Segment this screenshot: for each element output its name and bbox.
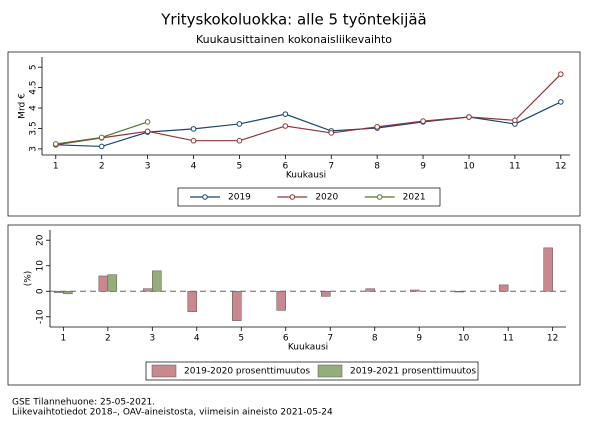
x-tick-label: 3	[145, 162, 151, 172]
point	[144, 119, 151, 125]
point	[512, 117, 518, 124]
bar	[98, 275, 109, 292]
legend-swatch	[317, 364, 343, 378]
point	[374, 124, 380, 130]
bar	[232, 291, 242, 321]
chart-frame	[7, 51, 581, 217]
legend-marker	[376, 194, 383, 200]
bar	[187, 291, 198, 312]
bar	[498, 284, 509, 292]
x-tick-label: 6	[282, 162, 288, 172]
x-tick-label: 8	[372, 334, 378, 344]
legend-box	[177, 187, 441, 207]
y-tick-label: 4.5	[29, 80, 39, 94]
title: Yrityskokoluokka: alle 5 työntekijää	[160, 11, 427, 29]
legend-marker	[289, 194, 296, 200]
legend-label: 2021	[403, 193, 426, 203]
line	[55, 101, 562, 148]
point	[190, 126, 197, 132]
point	[98, 134, 105, 141]
y-tick-label: 10	[36, 260, 46, 272]
bar	[107, 274, 118, 292]
x-tick-label: 12	[547, 334, 558, 344]
x-tick-label: 11	[509, 162, 520, 172]
point	[328, 130, 335, 136]
x-axis-label: Kuukausi	[288, 343, 328, 353]
y-tick-label: 0	[36, 288, 46, 294]
bar	[365, 288, 375, 292]
x-tick-label: 8	[374, 162, 380, 172]
legend-swatch	[151, 364, 177, 378]
bar	[152, 270, 162, 292]
y-tick-label: 20	[36, 234, 46, 246]
y-axis-label: (%)	[24, 271, 34, 287]
x-tick-label: 5	[238, 334, 244, 344]
x-tick-label: 4	[191, 162, 197, 172]
point	[144, 128, 151, 135]
y-tick-label: 3.5	[29, 121, 39, 135]
point	[52, 141, 59, 147]
point	[282, 111, 289, 117]
y-tick-label: 3	[29, 146, 39, 152]
bar	[320, 291, 331, 297]
subtitle: Kuukausittainen kokonaisliikevaihto	[196, 33, 392, 46]
chart-frame	[7, 224, 581, 386]
bar	[54, 291, 64, 293]
legend-box	[145, 361, 479, 381]
x-tick-label: 1	[60, 334, 66, 344]
point	[190, 137, 197, 144]
x-tick-label: 4	[194, 334, 200, 344]
point	[420, 118, 426, 124]
bar	[276, 291, 287, 311]
x-tick-label: 7	[328, 162, 334, 172]
bar	[63, 291, 73, 295]
x-tick-label: 10	[463, 162, 475, 172]
y-tick-label: 4	[29, 105, 39, 111]
x-tick-label: 11	[502, 334, 513, 344]
x-tick-label: 3	[149, 334, 155, 344]
x-tick-label: 12	[555, 162, 566, 172]
x-tick-label: 1	[53, 162, 59, 172]
x-tick-label: 7	[327, 334, 333, 344]
point	[282, 123, 289, 129]
legend-label: 2019	[228, 193, 251, 203]
point	[466, 114, 472, 120]
bar	[143, 288, 153, 292]
y-axis-label: Mrd €	[18, 93, 28, 119]
x-tick-label: 5	[237, 162, 243, 172]
y-tick-label: -10	[36, 309, 46, 324]
point	[98, 143, 105, 150]
note: GSE Tilannehuone: 25-05-2021.	[12, 398, 155, 408]
bar	[543, 247, 553, 292]
bar	[454, 291, 464, 293]
legend-label: 2019-2021 prosenttimuutos	[350, 367, 476, 377]
legend-label: 2019-2020 prosenttimuutos	[184, 367, 310, 377]
x-axis-label: Kuukausi	[286, 171, 326, 181]
legend-label: 2020	[315, 193, 338, 203]
x-tick-label: 2	[105, 334, 111, 344]
bar	[409, 289, 420, 292]
point	[236, 137, 243, 144]
point	[236, 121, 243, 127]
x-tick-label: 2	[99, 162, 105, 172]
line	[55, 73, 562, 146]
point	[558, 99, 564, 105]
point	[558, 71, 564, 77]
x-tick-label: 10	[458, 334, 470, 344]
note: Liikevaihtotiedot 2018–, OAV-aineistosta…	[12, 408, 333, 418]
x-tick-label: 9	[416, 334, 422, 344]
legend-marker	[202, 194, 208, 200]
y-tick-label: 5	[29, 64, 39, 70]
x-tick-label: 6	[283, 334, 289, 344]
x-tick-label: 9	[420, 162, 426, 172]
